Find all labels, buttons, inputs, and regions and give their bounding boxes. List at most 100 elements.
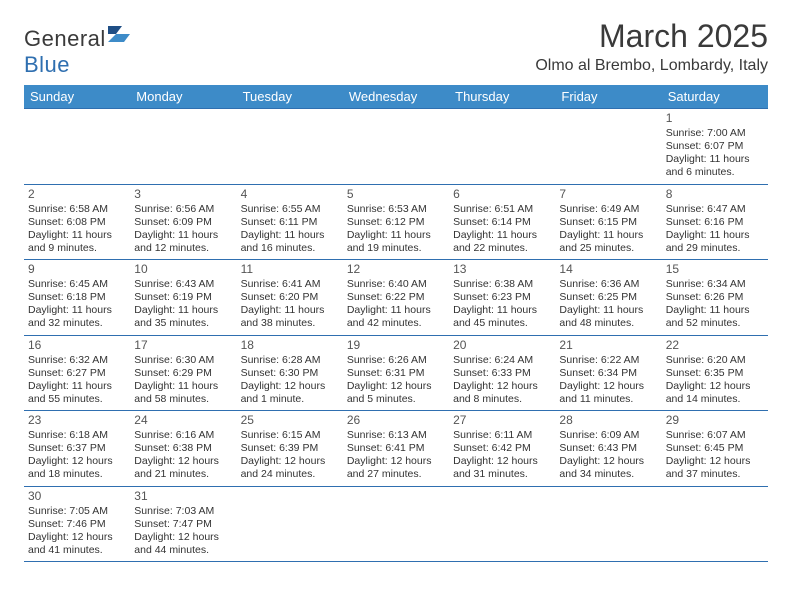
day-detail: and 8 minutes. — [453, 393, 551, 406]
day-detail: Sunrise: 6:51 AM — [453, 203, 551, 216]
day-detail: and 14 minutes. — [666, 393, 764, 406]
day-detail: Sunrise: 6:38 AM — [453, 278, 551, 291]
day-detail: and 12 minutes. — [134, 242, 232, 255]
day-number: 17 — [134, 338, 232, 353]
calendar-day: 20Sunrise: 6:24 AMSunset: 6:33 PMDayligh… — [449, 335, 555, 411]
weekday-header: Sunday — [24, 85, 130, 109]
day-detail: Daylight: 11 hours — [666, 304, 764, 317]
day-number: 13 — [453, 262, 551, 277]
day-detail: Sunrise: 6:40 AM — [347, 278, 445, 291]
calendar-day: 2Sunrise: 6:58 AMSunset: 6:08 PMDaylight… — [24, 184, 130, 260]
day-detail: and 5 minutes. — [347, 393, 445, 406]
day-detail: Sunrise: 6:53 AM — [347, 203, 445, 216]
day-detail: Sunset: 6:27 PM — [28, 367, 126, 380]
calendar-day: 25Sunrise: 6:15 AMSunset: 6:39 PMDayligh… — [237, 411, 343, 487]
day-detail: Daylight: 11 hours — [28, 229, 126, 242]
day-detail: Daylight: 12 hours — [453, 380, 551, 393]
day-detail: and 32 minutes. — [28, 317, 126, 330]
day-detail: Daylight: 11 hours — [559, 229, 657, 242]
day-detail: and 55 minutes. — [28, 393, 126, 406]
day-detail: Daylight: 12 hours — [241, 380, 339, 393]
day-number: 22 — [666, 338, 764, 353]
calendar-body: 1Sunrise: 7:00 AMSunset: 6:07 PMDaylight… — [24, 109, 768, 562]
calendar-week: 1Sunrise: 7:00 AMSunset: 6:07 PMDaylight… — [24, 109, 768, 185]
calendar-day: 4Sunrise: 6:55 AMSunset: 6:11 PMDaylight… — [237, 184, 343, 260]
day-detail: and 21 minutes. — [134, 468, 232, 481]
day-number: 5 — [347, 187, 445, 202]
calendar-day — [237, 486, 343, 562]
day-detail: Daylight: 12 hours — [134, 531, 232, 544]
day-detail: and 48 minutes. — [559, 317, 657, 330]
weekday-header: Thursday — [449, 85, 555, 109]
day-number: 9 — [28, 262, 126, 277]
day-detail: Sunset: 6:20 PM — [241, 291, 339, 304]
day-detail: Sunset: 6:23 PM — [453, 291, 551, 304]
day-detail: Daylight: 11 hours — [559, 304, 657, 317]
day-detail: Sunset: 6:33 PM — [453, 367, 551, 380]
day-number: 30 — [28, 489, 126, 504]
day-detail: Sunrise: 6:30 AM — [134, 354, 232, 367]
calendar-day — [24, 109, 130, 185]
calendar-day: 1Sunrise: 7:00 AMSunset: 6:07 PMDaylight… — [662, 109, 768, 185]
calendar-day: 14Sunrise: 6:36 AMSunset: 6:25 PMDayligh… — [555, 260, 661, 336]
day-detail: Daylight: 11 hours — [28, 304, 126, 317]
day-detail: Sunset: 7:47 PM — [134, 518, 232, 531]
day-detail: Sunset: 6:35 PM — [666, 367, 764, 380]
day-detail: and 31 minutes. — [453, 468, 551, 481]
day-detail: and 9 minutes. — [28, 242, 126, 255]
day-detail: and 45 minutes. — [453, 317, 551, 330]
brand-name-a: General — [24, 26, 106, 51]
day-detail: Daylight: 12 hours — [666, 455, 764, 468]
day-number: 4 — [241, 187, 339, 202]
day-detail: Daylight: 12 hours — [559, 380, 657, 393]
page: GeneralBlue March 2025 Olmo al Brembo, L… — [0, 0, 792, 572]
day-detail: and 52 minutes. — [666, 317, 764, 330]
day-detail: Sunrise: 6:18 AM — [28, 429, 126, 442]
day-detail: Sunrise: 6:24 AM — [453, 354, 551, 367]
calendar-day: 26Sunrise: 6:13 AMSunset: 6:41 PMDayligh… — [343, 411, 449, 487]
location-subtitle: Olmo al Brembo, Lombardy, Italy — [535, 57, 768, 75]
day-detail: and 25 minutes. — [559, 242, 657, 255]
day-detail: Sunrise: 7:00 AM — [666, 127, 764, 140]
day-detail: Sunrise: 6:55 AM — [241, 203, 339, 216]
day-detail: and 6 minutes. — [666, 166, 764, 179]
calendar-day: 9Sunrise: 6:45 AMSunset: 6:18 PMDaylight… — [24, 260, 130, 336]
day-number: 3 — [134, 187, 232, 202]
day-number: 11 — [241, 262, 339, 277]
calendar-day: 18Sunrise: 6:28 AMSunset: 6:30 PMDayligh… — [237, 335, 343, 411]
weekday-header: Friday — [555, 85, 661, 109]
day-number: 10 — [134, 262, 232, 277]
day-number: 14 — [559, 262, 657, 277]
day-detail: Daylight: 11 hours — [28, 380, 126, 393]
day-detail: and 24 minutes. — [241, 468, 339, 481]
brand-name-b: Blue — [24, 52, 70, 77]
calendar-day: 8Sunrise: 6:47 AMSunset: 6:16 PMDaylight… — [662, 184, 768, 260]
day-detail: and 16 minutes. — [241, 242, 339, 255]
day-number: 26 — [347, 413, 445, 428]
day-detail: Sunset: 6:11 PM — [241, 216, 339, 229]
calendar-week: 2Sunrise: 6:58 AMSunset: 6:08 PMDaylight… — [24, 184, 768, 260]
day-detail: Sunset: 6:22 PM — [347, 291, 445, 304]
day-detail: Daylight: 11 hours — [453, 229, 551, 242]
day-detail: and 41 minutes. — [28, 544, 126, 557]
day-detail: Daylight: 11 hours — [134, 304, 232, 317]
calendar-day: 27Sunrise: 6:11 AMSunset: 6:42 PMDayligh… — [449, 411, 555, 487]
day-number: 7 — [559, 187, 657, 202]
day-detail: Sunrise: 6:56 AM — [134, 203, 232, 216]
weekday-header: Saturday — [662, 85, 768, 109]
day-detail: Sunset: 6:15 PM — [559, 216, 657, 229]
brand-logo: GeneralBlue — [24, 24, 132, 78]
weekday-header: Monday — [130, 85, 236, 109]
day-detail: and 18 minutes. — [28, 468, 126, 481]
day-detail: Sunrise: 6:45 AM — [28, 278, 126, 291]
calendar-week: 30Sunrise: 7:05 AMSunset: 7:46 PMDayligh… — [24, 486, 768, 562]
day-number: 8 — [666, 187, 764, 202]
day-detail: Sunset: 6:26 PM — [666, 291, 764, 304]
calendar-day: 6Sunrise: 6:51 AMSunset: 6:14 PMDaylight… — [449, 184, 555, 260]
day-detail: Sunrise: 6:26 AM — [347, 354, 445, 367]
day-detail: Sunset: 6:18 PM — [28, 291, 126, 304]
calendar-day: 15Sunrise: 6:34 AMSunset: 6:26 PMDayligh… — [662, 260, 768, 336]
day-detail: and 35 minutes. — [134, 317, 232, 330]
day-detail: Sunset: 6:39 PM — [241, 442, 339, 455]
day-detail: and 34 minutes. — [559, 468, 657, 481]
